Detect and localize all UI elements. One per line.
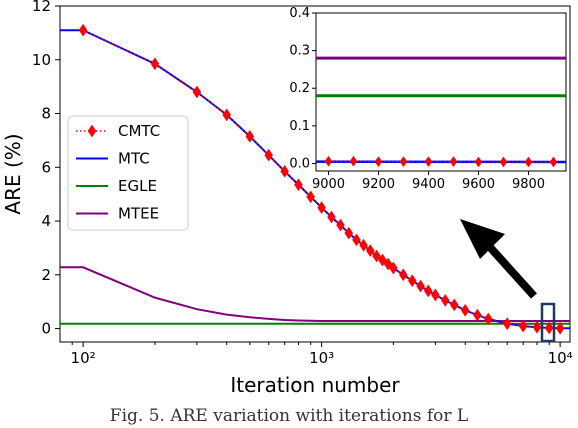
inset-series-cmtc-marker <box>474 156 483 168</box>
legend-egle-label: EGLE <box>118 177 157 195</box>
legend: CMTC MTC EGLE MTEE <box>67 115 189 231</box>
y-tick-label: 4 <box>41 212 51 230</box>
series-cmtc-marker <box>264 148 274 162</box>
series-cmtc-marker <box>344 226 354 240</box>
series-cmtc-marker <box>192 85 202 99</box>
series-cmtc-marker <box>398 268 408 282</box>
series-cmtc-marker <box>408 274 417 288</box>
inset-series-cmtc-line <box>328 160 554 163</box>
series-cmtc-marker <box>484 312 493 326</box>
series-cmtc-marker <box>372 249 381 263</box>
inset-plot: 0.0 0.1 0.2 0.3 0.4 9000 9200 9400 9600 9800 <box>289 6 567 192</box>
series-cmtc-marker <box>502 317 512 331</box>
legend-mtc-label: MTC <box>118 150 150 168</box>
series-cmtc-marker <box>473 308 482 322</box>
legend-box <box>67 115 189 231</box>
zoom-arrow-shaft <box>485 242 537 299</box>
inset-x-tick-label: 9200 <box>362 177 395 192</box>
series-cmtc-marker <box>150 57 160 71</box>
legend-mtee-label: MTEE <box>118 205 159 223</box>
inset-x-tick-label: 9400 <box>412 177 445 192</box>
series-cmtc-marker <box>423 284 433 298</box>
x-tick-label: 10² <box>71 349 96 367</box>
inset-series-cmtc-marker <box>424 156 433 168</box>
series-cmtc-marker <box>336 218 345 232</box>
x-tick-label: 10³ <box>309 349 334 367</box>
inset-series-cmtc-marker <box>374 156 383 168</box>
series-mtee-line <box>60 266 570 323</box>
series-cmtc-marker <box>245 129 255 143</box>
inset-series-cmtc-marker <box>524 156 533 168</box>
y-tick-label: 6 <box>41 158 51 176</box>
zoom-arrow-head <box>460 219 505 259</box>
inset-x-tick-label: 9000 <box>312 177 345 192</box>
inset-frame <box>315 12 567 172</box>
zoom-annotation <box>460 219 556 343</box>
inset-series-cmtc-marker <box>499 156 508 168</box>
series-cmtc-marker <box>532 320 542 334</box>
main-plot: 0 2 4 6 8 10 12 10² 10³ 10⁴ Iteration number ARE (%… <box>1 0 573 397</box>
series-cmtc-marker <box>431 288 440 302</box>
inset-y-tick-label: 0.0 <box>289 156 310 171</box>
series-cmtc-marker <box>280 164 289 178</box>
x-axis-label: Iteration number <box>230 373 400 397</box>
inset-series-cmtc-marker <box>349 155 358 167</box>
series-cmtc-marker <box>306 190 316 204</box>
series-cmtc-marker <box>359 238 368 252</box>
inset-y-tick-label: 0.2 <box>289 81 310 96</box>
inset-y-tick-label: 0.3 <box>289 44 310 59</box>
y-tick-label: 8 <box>41 105 51 123</box>
series-cmtc-marker <box>416 279 425 293</box>
figure-caption: Fig. 5. ARE variation with iterations fo… <box>109 406 469 426</box>
series-cmtc-marker <box>555 321 565 335</box>
series-cmtc-marker <box>440 293 450 307</box>
series-cmtc-marker <box>327 210 336 224</box>
series-cmtc-marker <box>544 321 554 335</box>
series-cmtc-marker <box>294 178 303 192</box>
inset-series-cmtc-marker <box>324 155 333 167</box>
plot-frame <box>59 5 571 343</box>
series-cmtc-marker <box>460 303 470 317</box>
inset-series-cmtc-marker <box>549 156 558 168</box>
series-cmtc-marker <box>450 298 459 312</box>
inset-y-tick-label: 0.1 <box>289 119 310 134</box>
series-group <box>60 23 570 335</box>
y-tick-label: 2 <box>41 266 51 284</box>
inset-series-cmtc-marker <box>399 156 408 168</box>
x-tick-label: 10⁴ <box>548 349 573 367</box>
y-tick-label: 12 <box>32 0 51 15</box>
y-axis-label: ARE (%) <box>1 133 25 214</box>
series-cmtc-marker <box>222 108 232 122</box>
series-cmtc-marker <box>352 233 361 247</box>
inset-x-tick-label: 9600 <box>462 177 495 192</box>
inset-x-tick-label: 9800 <box>512 177 545 192</box>
series-cmtc-marker <box>78 23 88 37</box>
series-cmtc-marker <box>317 201 326 215</box>
y-tick-label: 0 <box>41 320 51 338</box>
legend-cmtc-label: CMTC <box>118 122 160 140</box>
inset-y-tick-label: 0.4 <box>289 6 310 21</box>
y-tick-label: 10 <box>32 51 51 69</box>
series-cmtc-marker <box>518 319 528 333</box>
series-cmtc-marker <box>366 244 375 258</box>
legend-cmtc-marker <box>87 124 97 138</box>
zoom-region-box <box>540 302 556 343</box>
inset-series-cmtc-marker <box>449 156 458 168</box>
series-cmtc-marker <box>389 261 398 275</box>
